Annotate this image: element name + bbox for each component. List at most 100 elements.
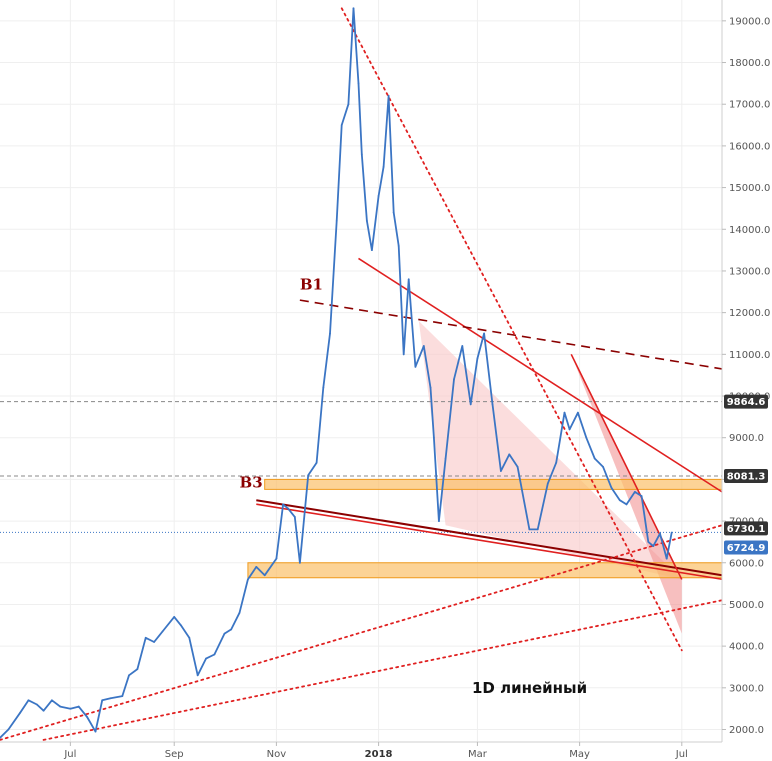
- y-tick-label: 17000.0: [729, 100, 770, 111]
- price-point: [555, 461, 558, 464]
- trend-line-b3-support-inner: [256, 503, 723, 581]
- price-point: [298, 561, 301, 564]
- wedge-region: [418, 320, 682, 580]
- x-tick-label: Jul: [63, 749, 76, 760]
- trend-line-b1-dashed: [299, 299, 723, 370]
- price-badge-label: 6724.9: [727, 543, 766, 554]
- price-point: [652, 545, 655, 547]
- price-point: [360, 153, 363, 156]
- grid: [0, 0, 722, 742]
- price-point: [397, 245, 400, 247]
- price-point: [153, 641, 156, 643]
- price-badges: 9864.6 8081.3 6730.1 6724.9: [724, 394, 768, 555]
- y-tick-label: 6000.0: [729, 558, 764, 569]
- price-point: [173, 616, 176, 618]
- y-tick-label: 12000.0: [729, 308, 770, 319]
- price-badge: [724, 468, 768, 483]
- annotation-b1: B1: [300, 276, 323, 294]
- price-point: [602, 465, 604, 468]
- y-tick-label: 14000.0: [729, 225, 770, 236]
- price-point: [640, 495, 643, 497]
- price-point: [585, 436, 588, 439]
- y-tick-label: 4000.0: [729, 642, 764, 653]
- y-tick-label: 11000.0: [729, 350, 770, 361]
- price-point: [69, 707, 72, 710]
- price-point: [382, 165, 385, 168]
- price-point: [59, 705, 62, 708]
- price-point: [610, 486, 613, 489]
- price-point: [370, 249, 373, 252]
- price-point: [347, 103, 350, 106]
- price-point: [377, 195, 380, 197]
- support-zone: [264, 478, 723, 490]
- price-point: [352, 7, 355, 10]
- price-point: [315, 461, 318, 464]
- price-point: [19, 711, 22, 714]
- price-point: [77, 705, 80, 708]
- price-point: [563, 411, 566, 414]
- price-badge-label: 6730.1: [727, 524, 766, 535]
- price-point: [499, 470, 502, 472]
- price-point: [633, 490, 636, 493]
- price-point: [121, 695, 124, 698]
- price-point: [263, 574, 266, 577]
- price-point: [223, 632, 226, 635]
- price-point: [51, 699, 53, 702]
- price-point: [109, 697, 112, 700]
- price-point: [476, 357, 479, 360]
- trend-line-lower-dotted-1: [0, 524, 723, 741]
- price-point: [665, 557, 668, 560]
- price-point: [275, 557, 278, 560]
- y-tick-label: 15000.0: [729, 183, 770, 194]
- trend-line-b3-support: [256, 499, 723, 577]
- trend-line-peak-dotted: [340, 7, 683, 652]
- price-point: [432, 436, 435, 439]
- price-point: [335, 220, 338, 222]
- price-point: [414, 365, 417, 368]
- y-tick-label: 3000.0: [729, 683, 764, 694]
- price-point: [577, 411, 579, 414]
- price-series: [0, 7, 673, 739]
- price-point: [322, 386, 325, 389]
- price-point: [659, 532, 661, 535]
- price-point: [568, 428, 571, 431]
- annotations: B1 B3: [240, 276, 323, 492]
- price-point: [101, 699, 104, 702]
- price-badge-label: 9864.6: [727, 397, 766, 408]
- price-point: [340, 124, 343, 126]
- price-point: [86, 716, 89, 718]
- price-point: [625, 503, 628, 506]
- price-point: [407, 278, 410, 281]
- price-badge: [724, 521, 768, 536]
- price-point: [196, 674, 199, 677]
- price-point: [461, 345, 464, 347]
- price-point: [27, 699, 30, 702]
- price-point: [94, 730, 97, 733]
- price-point: [247, 578, 249, 581]
- price-point: [437, 520, 440, 522]
- price-point: [7, 728, 10, 731]
- price-point: [365, 220, 368, 222]
- price-point: [429, 386, 432, 389]
- price-point: [387, 94, 390, 97]
- price-point: [238, 611, 241, 614]
- price-point: [329, 332, 331, 335]
- price-point: [491, 403, 494, 406]
- x-tick-label: Nov: [267, 749, 287, 760]
- price-point: [422, 345, 425, 347]
- price-point: [287, 507, 290, 510]
- price-badge: [724, 540, 768, 555]
- y-tick-label: 9000.0: [729, 433, 764, 444]
- price-point: [230, 628, 233, 631]
- y-tick-label: 13000.0: [729, 266, 770, 277]
- price-point: [546, 482, 549, 485]
- y-tick-label: 2000.0: [729, 725, 764, 736]
- trend-line-channel-upper: [570, 353, 683, 580]
- y-tick-label: 19000.0: [729, 16, 770, 27]
- chart-note: 1D линейный: [472, 679, 587, 697]
- price-point: [42, 709, 45, 712]
- price-point: [357, 82, 360, 85]
- price-point: [536, 528, 539, 531]
- price-point: [670, 531, 673, 534]
